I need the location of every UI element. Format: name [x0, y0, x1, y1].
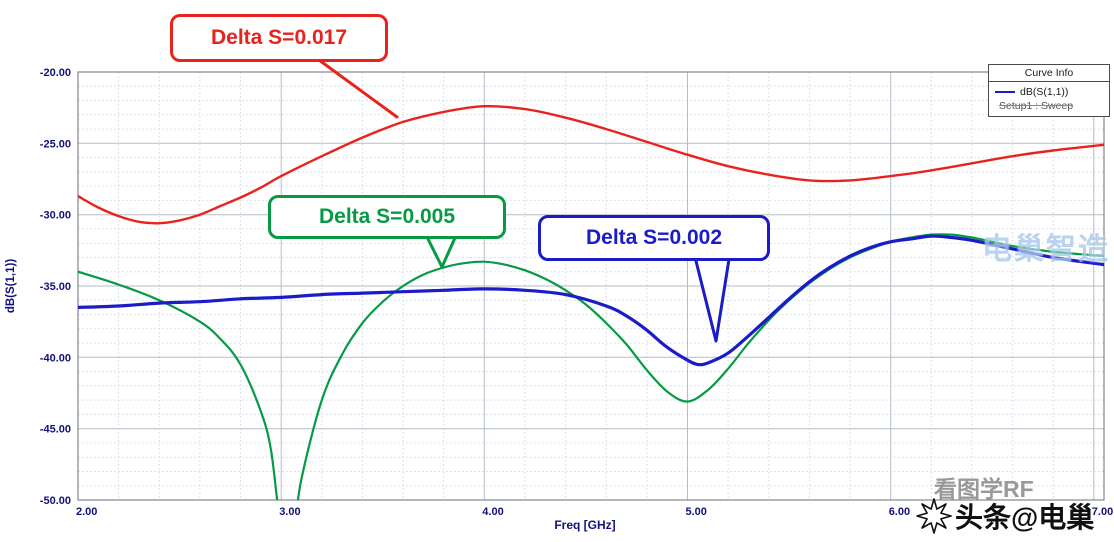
- annotation-label: Delta S=0.005: [318, 205, 455, 228]
- legend-sweep-label: Setup1 : Sweep: [999, 100, 1074, 112]
- annotation-label: Delta S=0.002: [585, 226, 722, 249]
- svg-text:-40.00: -40.00: [40, 352, 71, 364]
- annotation-label: Delta S=0.017: [210, 26, 347, 49]
- watermark-blue: 电巢智造: [982, 233, 1110, 266]
- curve-blue: [78, 234, 1104, 367]
- legend-curve-info[interactable]: Curve Info dB(S(1,1)) Setup1 : Sweep: [988, 64, 1110, 117]
- svg-text:6.00: 6.00: [889, 506, 910, 518]
- svg-text:-30.00: -30.00: [40, 210, 71, 222]
- watermark-text: 头条@电巢: [955, 502, 1095, 533]
- annotation-delta-s-red[interactable]: Delta S=0.017: [170, 14, 388, 62]
- svg-text:-20.00: -20.00: [40, 67, 71, 79]
- axis-tick-labels: 2.00 3.00 4.00 5.00 6.00 7.00 -20.00 -25.00 -30.…: [40, 67, 1113, 518]
- svg-text:-25.00: -25.00: [40, 138, 71, 150]
- y-axis-title: dB(S(1,1)): [5, 259, 17, 313]
- starburst-icon: [916, 498, 952, 534]
- legend-entry-label: dB(S(1,1)): [1020, 86, 1069, 98]
- legend-title: Curve Info: [989, 65, 1109, 82]
- watermark-toutiao: 头条@电巢: [916, 496, 1094, 536]
- annotation-pointer: [692, 251, 732, 343]
- svg-text:5.00: 5.00: [686, 506, 707, 518]
- svg-text:7.00: 7.00: [1092, 506, 1113, 518]
- svg-text:-45.00: -45.00: [40, 424, 71, 436]
- svg-text:3.00: 3.00: [279, 506, 300, 518]
- curve-red: [78, 104, 1104, 225]
- plot-border: [77, 71, 1105, 501]
- annotation-delta-s-blue[interactable]: Delta S=0.002: [538, 215, 770, 261]
- x-axis-title: Freq [GHz]: [554, 518, 615, 532]
- grid-major: [78, 72, 1104, 500]
- legend-line-swatch: [995, 91, 1015, 93]
- svg-text:-50.00: -50.00: [40, 495, 71, 507]
- annotation-delta-s-green[interactable]: Delta S=0.005: [268, 195, 506, 239]
- svg-text:4.00: 4.00: [482, 506, 503, 518]
- svg-text:-35.00: -35.00: [40, 281, 71, 293]
- annotation-leader-line: [306, 50, 399, 119]
- legend-entry: dB(S(1,1)): [989, 82, 1109, 99]
- svg-text:2.00: 2.00: [76, 506, 97, 518]
- watermark-gray: 看图学RF: [934, 476, 1034, 502]
